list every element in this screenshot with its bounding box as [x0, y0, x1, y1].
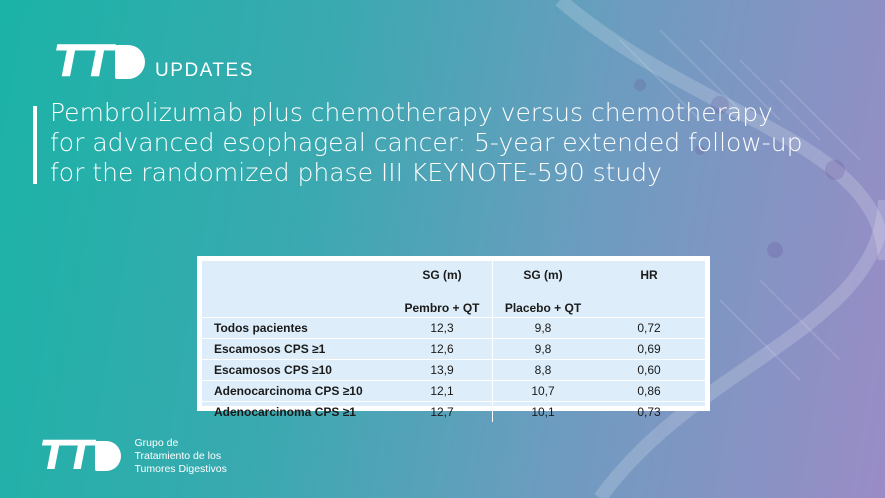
row-label: Adenocarcinoma CPS ≥10 [202, 380, 392, 402]
table-row: Adenocarcinoma CPS ≥10 12,1 10,7 0,86 [202, 380, 705, 402]
hr-value: 0,69 [593, 338, 705, 360]
ttd-footer-mark: TT [40, 433, 121, 479]
article-title: Pembrolizumab plus chemotherapy versus c… [50, 98, 803, 187]
hr-value: 0,72 [593, 317, 705, 339]
placebo-value: 10,1 [492, 401, 593, 422]
org-line-3: Tumores Digestivos [134, 462, 227, 475]
hr-value: 0,86 [593, 380, 705, 402]
ttd-footer-d-shape [94, 441, 121, 471]
table-row: Escamosos CPS ≥10 13,9 8,8 0,60 [202, 359, 705, 381]
updates-label: UPDATES [155, 60, 254, 81]
header-sg-pembro: SG (m) [392, 261, 493, 288]
pembro-value: 12,6 [392, 338, 493, 360]
pembro-value: 13,9 [392, 359, 493, 381]
header-hr: HR [640, 267, 658, 282]
ttd-footer-letters: TT [40, 433, 93, 479]
results-table-card: SG (m) SG (m) HR Pembro + QT Placebo + Q… [197, 256, 710, 422]
header-empty [202, 261, 392, 288]
pembro-value: 12,7 [392, 401, 493, 422]
pembro-value: 12,3 [392, 317, 493, 339]
subheader-pembro: Pembro + QT [392, 288, 493, 318]
title-accent-bar [33, 106, 37, 184]
ttd-logo-mark: TT [54, 36, 146, 87]
placebo-value: 9,8 [492, 317, 593, 339]
table-header-row: SG (m) SG (m) HR [202, 261, 705, 288]
hr-value: 0,60 [593, 359, 705, 381]
table-subheader-row: Pembro + QT Placebo + QT [202, 288, 705, 318]
row-label: Adenocarcinoma CPS ≥1 [202, 401, 392, 422]
subheader-hr [593, 288, 705, 318]
placebo-value: 10,7 [492, 380, 593, 402]
subheader-empty [202, 288, 392, 318]
ttd-logo-d-shape [115, 45, 146, 79]
pembro-value: 12,1 [392, 380, 493, 402]
row-label: Todos pacientes [202, 317, 392, 339]
ttd-logo-letters: TT [54, 36, 113, 87]
organization-name: Grupo de Tratamiento de los Tumores Dige… [135, 437, 227, 476]
org-line-1: Grupo de [134, 436, 179, 449]
table-row: Escamosos CPS ≥1 12,6 9,8 0,69 [202, 338, 705, 360]
table-row: Adenocarcinoma CPS ≥1 12,7 10,1 0,73 [202, 401, 705, 422]
table-row: Todos pacientes 12,3 9,8 0,72 [202, 317, 705, 339]
placebo-value: 9,8 [492, 338, 593, 360]
org-line-2: Tratamiento de los [134, 449, 222, 462]
survival-results-table: SG (m) SG (m) HR Pembro + QT Placebo + Q… [202, 261, 705, 422]
ttd-footer-logo: TT Grupo de Tratamiento de los Tumores D… [40, 433, 227, 479]
ttd-updates-logo: TT UPDATES [54, 40, 254, 84]
header-sg-placebo: SG (m) [523, 267, 563, 282]
placebo-value: 8,8 [492, 359, 593, 381]
row-label: Escamosos CPS ≥10 [202, 359, 392, 381]
row-label: Escamosos CPS ≥1 [202, 338, 392, 360]
subheader-placebo: Placebo + QT [504, 301, 582, 315]
hr-value: 0,73 [593, 401, 705, 422]
